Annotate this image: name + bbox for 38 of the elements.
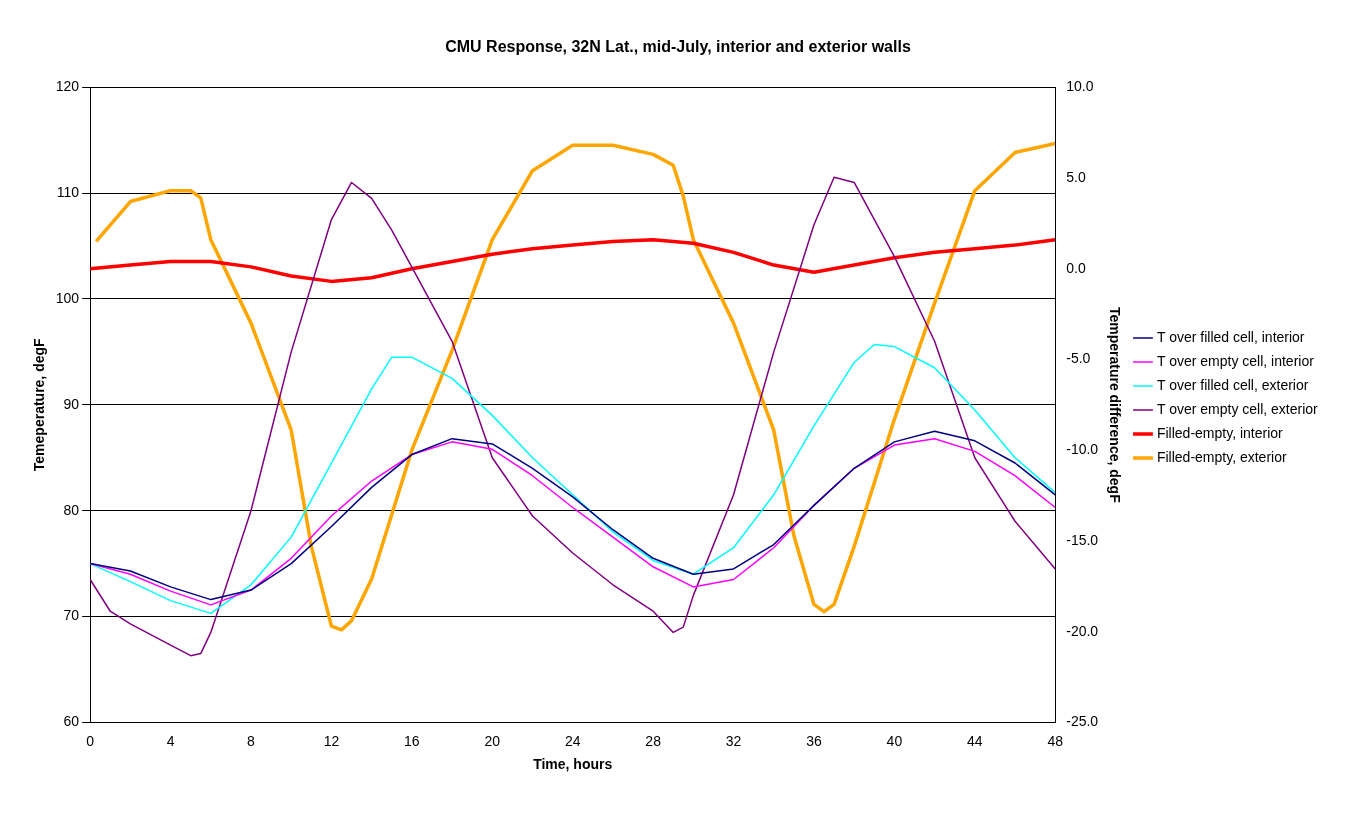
chart-title: CMU Response, 32N Lat., mid-July, interior and exterior walls bbox=[445, 38, 911, 56]
x-tick-label: 40 bbox=[886, 732, 903, 749]
x-tick-label: 48 bbox=[1047, 732, 1064, 749]
x-tick-label: 36 bbox=[806, 732, 822, 749]
legend-label: Filled-empty, interior bbox=[1156, 424, 1284, 441]
y-tick-label: 90 bbox=[63, 395, 80, 412]
legend-label: T over empty cell, exterior bbox=[1156, 400, 1319, 417]
x-tick-label: 16 bbox=[404, 732, 420, 749]
x-tick-label: 20 bbox=[484, 732, 501, 749]
legend-label: T over filled cell, interior bbox=[1156, 328, 1305, 345]
x-tick-label: 0 bbox=[86, 732, 95, 749]
y2-tick-label: 5.0 bbox=[1066, 168, 1086, 185]
legend-label: Filled-empty, exterior bbox=[1156, 448, 1287, 465]
y2-tick-label: -10.0 bbox=[1066, 441, 1099, 458]
x-tick-label: 24 bbox=[564, 732, 581, 749]
x-tick-label: 44 bbox=[967, 732, 983, 749]
x-tick-label: 8 bbox=[247, 732, 256, 749]
x-tick-label: 12 bbox=[323, 732, 340, 749]
y-tick-label: 110 bbox=[56, 183, 80, 200]
y-tick-label: 80 bbox=[63, 501, 80, 518]
x-tick-label: 32 bbox=[725, 732, 742, 749]
legend-label: T over filled cell, exterior bbox=[1156, 376, 1309, 393]
y2-axis-title: Temperature difference, degF bbox=[1106, 306, 1123, 504]
y-tick-label: 70 bbox=[63, 607, 80, 624]
x-tick-label: 28 bbox=[645, 732, 662, 749]
y2-tick-label: 0.0 bbox=[1066, 259, 1086, 276]
y2-tick-label: -25.0 bbox=[1066, 713, 1099, 730]
y-axis-title: Temeperature, degF bbox=[31, 337, 48, 472]
y2-tick-label: -15.0 bbox=[1066, 531, 1099, 548]
y2-tick-label: -5.0 bbox=[1066, 350, 1091, 367]
y-tick-label: 120 bbox=[55, 78, 80, 95]
legend-label: T over empty cell, interior bbox=[1156, 352, 1315, 369]
y-tick-label: 60 bbox=[63, 713, 80, 730]
x-axis-title: Time, hours bbox=[533, 756, 613, 773]
x-tick-label: 4 bbox=[166, 732, 175, 749]
y-tick-label: 100 bbox=[55, 289, 80, 306]
y2-tick-label: 10.0 bbox=[1066, 78, 1094, 95]
y2-tick-label: -20.0 bbox=[1066, 622, 1099, 639]
